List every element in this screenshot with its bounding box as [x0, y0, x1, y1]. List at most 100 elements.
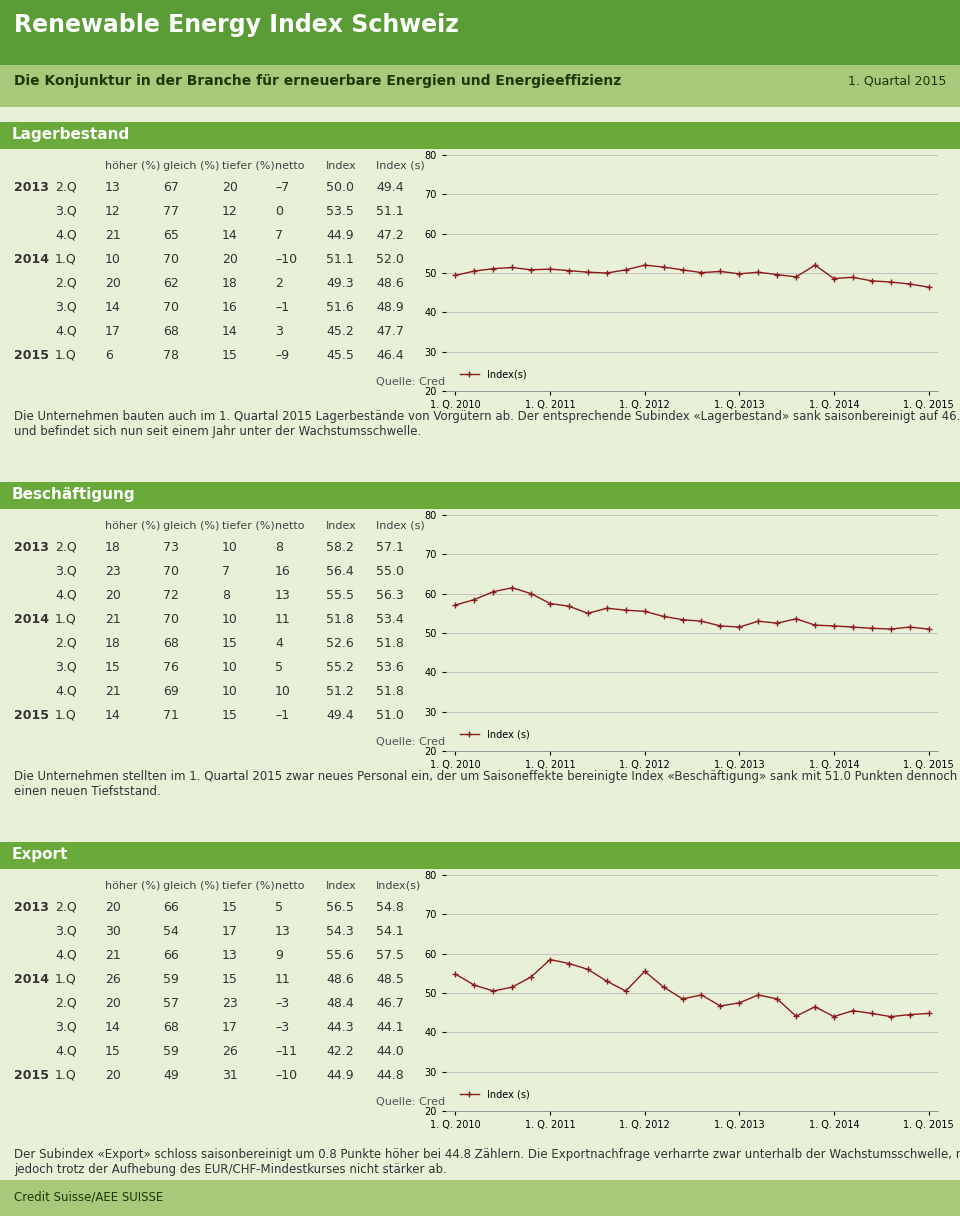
Text: 70: 70 [163, 302, 179, 314]
Text: 44.9: 44.9 [326, 229, 353, 242]
Text: 16: 16 [275, 565, 291, 578]
Text: 70: 70 [163, 613, 179, 626]
Text: 2014: 2014 [14, 253, 49, 266]
Text: 55.6: 55.6 [326, 948, 354, 962]
Legend: Index (s): Index (s) [456, 1086, 534, 1104]
Bar [0, 482, 960, 764]
Text: 51.6: 51.6 [326, 302, 353, 314]
Bar [0, 107, 960, 122]
Text: 2014: 2014 [14, 973, 49, 986]
Text: 15: 15 [222, 973, 238, 986]
Text: 4.Q: 4.Q [55, 325, 77, 338]
Text: tiefer (%): tiefer (%) [222, 882, 275, 891]
Text: 10: 10 [105, 253, 121, 266]
Text: 71: 71 [163, 709, 179, 722]
Text: tiefer (%): tiefer (%) [222, 520, 275, 531]
Text: 2014: 2014 [14, 613, 49, 626]
Text: 10: 10 [222, 613, 238, 626]
Text: 2.Q: 2.Q [55, 541, 77, 554]
Text: 15: 15 [222, 901, 238, 914]
Text: 44.3: 44.3 [326, 1021, 353, 1034]
Text: 11: 11 [275, 973, 291, 986]
Text: 10: 10 [275, 685, 291, 698]
Text: 23: 23 [222, 997, 238, 1010]
Text: 65: 65 [163, 229, 179, 242]
Text: 20: 20 [222, 181, 238, 195]
Text: 2.Q: 2.Q [55, 637, 77, 651]
Text: 51.1: 51.1 [376, 206, 404, 218]
Text: 2015: 2015 [14, 709, 49, 722]
Text: Quelle: Credit Suisse: Quelle: Credit Suisse [376, 1097, 492, 1107]
Text: 54.8: 54.8 [376, 901, 404, 914]
Text: 49.3: 49.3 [326, 277, 353, 289]
Text: 4.Q: 4.Q [55, 948, 77, 962]
Text: 7: 7 [275, 229, 283, 242]
Text: 66: 66 [163, 901, 179, 914]
Text: 17: 17 [222, 1021, 238, 1034]
Text: 4.Q: 4.Q [55, 1045, 77, 1058]
Text: 49.4: 49.4 [326, 709, 353, 722]
Text: 23: 23 [105, 565, 121, 578]
Text: 14: 14 [222, 325, 238, 338]
Text: 48.5: 48.5 [376, 973, 404, 986]
Text: 42.2: 42.2 [326, 1045, 353, 1058]
Text: 68: 68 [163, 637, 179, 651]
Text: Credit Suisse/AEE SUISSE: Credit Suisse/AEE SUISSE [14, 1190, 163, 1203]
Text: 6: 6 [105, 349, 113, 362]
Text: 17: 17 [222, 925, 238, 938]
Text: Renewable Energy Index Schweiz: Renewable Energy Index Schweiz [14, 13, 459, 36]
Text: –7: –7 [275, 181, 289, 195]
Text: Die Konjunktur in der Branche für erneuerbare Energien und Energieeffizienz: Die Konjunktur in der Branche für erneue… [14, 74, 621, 88]
Text: 46.7: 46.7 [376, 997, 404, 1010]
Text: tiefer (%): tiefer (%) [222, 161, 275, 171]
Text: 3.Q: 3.Q [55, 662, 77, 674]
Text: 0: 0 [275, 206, 283, 218]
Text: 5: 5 [275, 662, 283, 674]
Text: Der Subindex «Export» schloss saisonbereinigt um 0.8 Punkte höher bei 44.8 Zähle: Der Subindex «Export» schloss saisonbere… [14, 1148, 960, 1176]
Bar [0, 1142, 960, 1216]
Bar [0, 0, 960, 64]
Text: 67: 67 [163, 181, 179, 195]
Text: 15: 15 [105, 662, 121, 674]
Text: 53.6: 53.6 [376, 662, 404, 674]
Text: 2013: 2013 [14, 181, 49, 195]
Text: 47.7: 47.7 [376, 325, 404, 338]
Text: 20: 20 [105, 997, 121, 1010]
Text: 44.0: 44.0 [376, 1045, 404, 1058]
Text: höher (%): höher (%) [105, 161, 160, 171]
Text: netto: netto [275, 520, 304, 531]
Text: 62: 62 [163, 277, 179, 289]
Text: 1.Q: 1.Q [55, 1069, 77, 1082]
Text: 58.2: 58.2 [326, 541, 354, 554]
Text: 2.Q: 2.Q [55, 181, 77, 195]
Bar [0, 764, 960, 832]
Text: 44.1: 44.1 [376, 1021, 403, 1034]
Text: 14: 14 [105, 302, 121, 314]
Text: 1.Q: 1.Q [55, 613, 77, 626]
Text: 7: 7 [222, 565, 230, 578]
Text: 2013: 2013 [14, 901, 49, 914]
Text: 14: 14 [105, 1021, 121, 1034]
Text: 3.Q: 3.Q [55, 925, 77, 938]
Text: 3.Q: 3.Q [55, 206, 77, 218]
Text: 2015: 2015 [14, 1069, 49, 1082]
Text: 21: 21 [105, 613, 121, 626]
Text: 55.5: 55.5 [326, 589, 354, 602]
Text: 51.1: 51.1 [326, 253, 353, 266]
Text: 18: 18 [222, 277, 238, 289]
Text: 51.8: 51.8 [326, 613, 354, 626]
Text: 53.5: 53.5 [326, 206, 354, 218]
Text: 48.9: 48.9 [376, 302, 404, 314]
Text: netto: netto [275, 882, 304, 891]
Text: 15: 15 [222, 709, 238, 722]
Bar [0, 841, 960, 1142]
Text: –10: –10 [275, 253, 298, 266]
Text: 8: 8 [222, 589, 230, 602]
Text: 4.Q: 4.Q [55, 229, 77, 242]
Text: –11: –11 [275, 1045, 297, 1058]
Text: 20: 20 [105, 277, 121, 289]
Text: 10: 10 [222, 541, 238, 554]
Text: 3.Q: 3.Q [55, 302, 77, 314]
Text: 20: 20 [222, 253, 238, 266]
Text: 17: 17 [105, 325, 121, 338]
